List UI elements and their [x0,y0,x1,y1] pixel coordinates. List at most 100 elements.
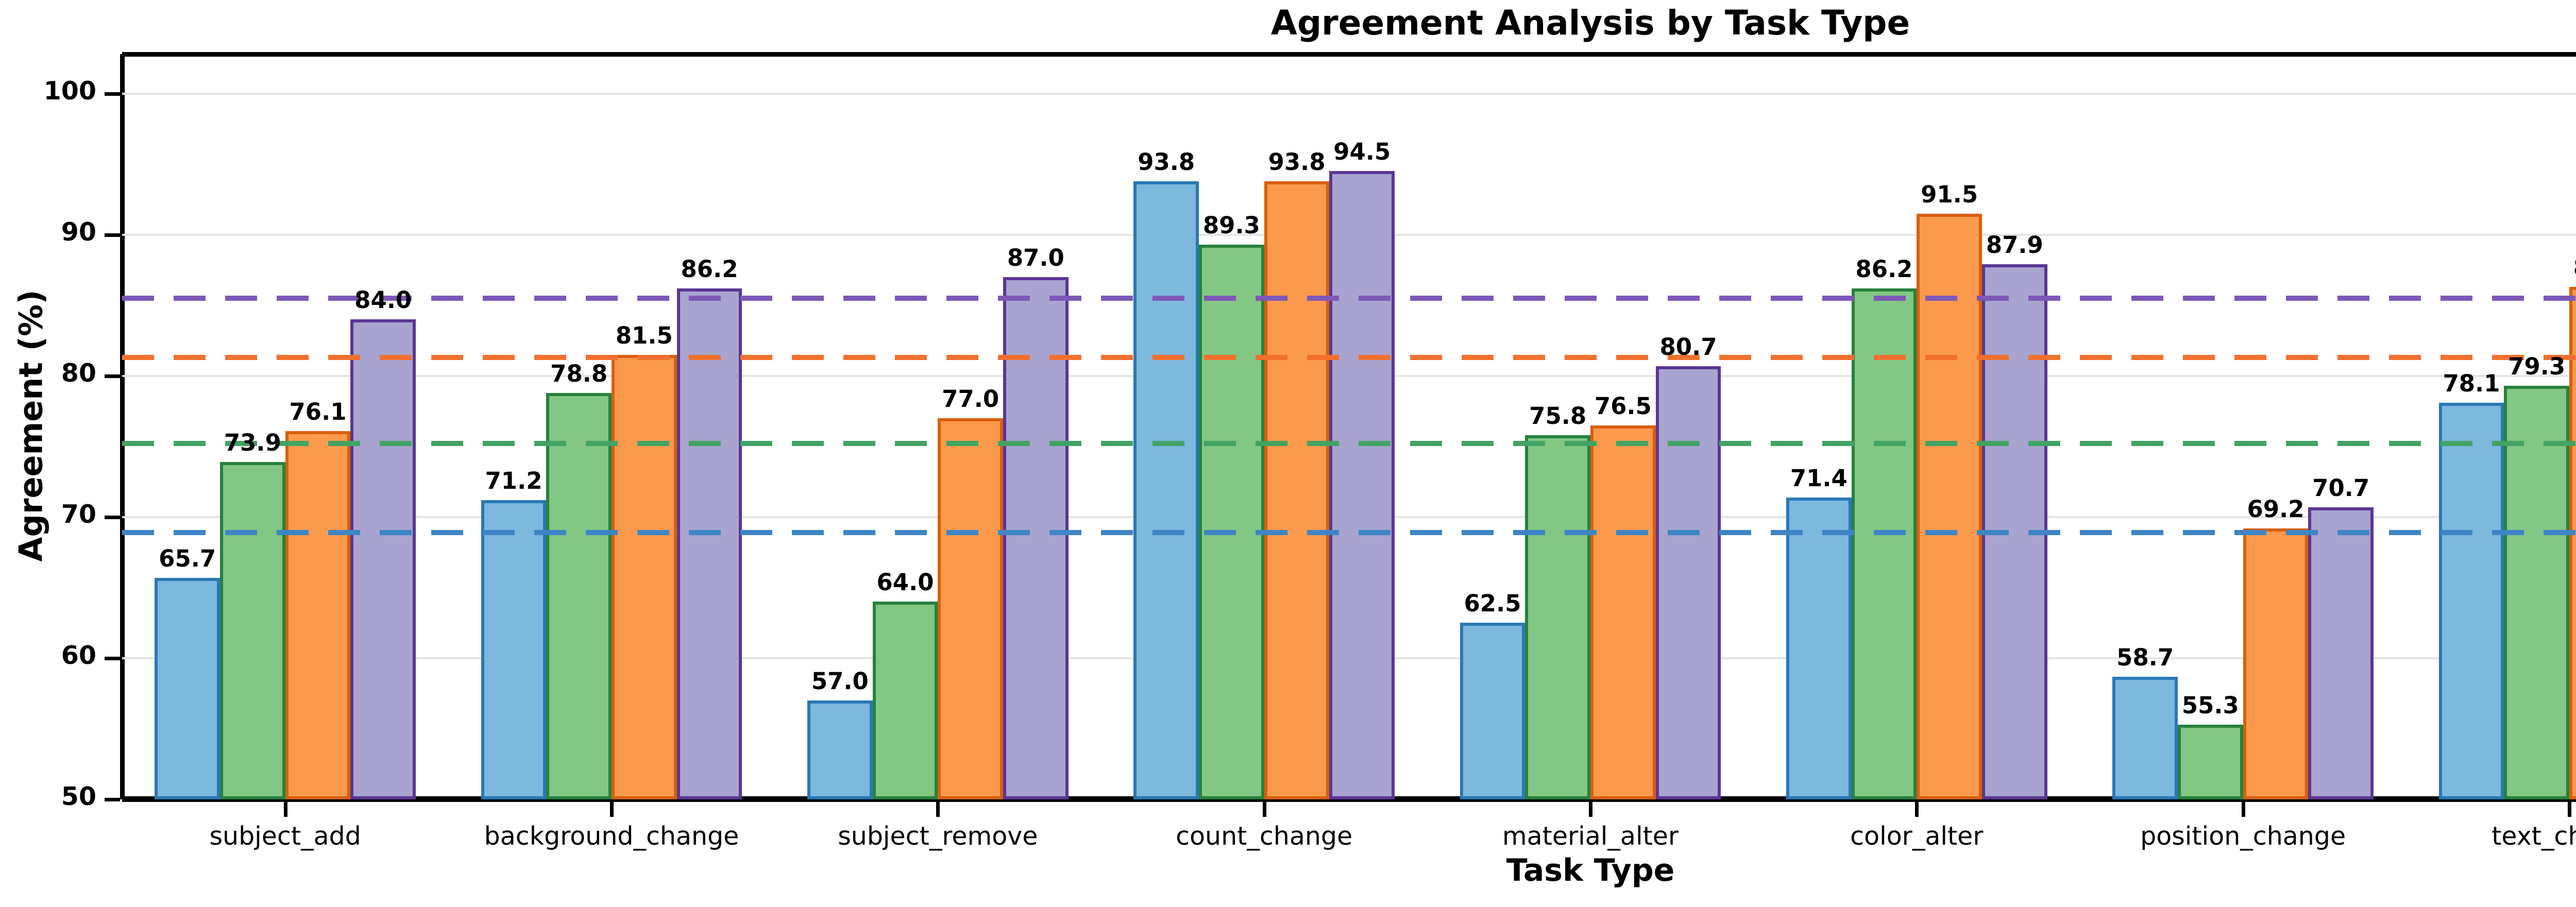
gridline [122,92,2576,95]
bar [1133,181,1199,799]
bar-value-label: 58.7 [2116,643,2174,671]
bar-value-label: 89.3 [1202,211,1260,239]
bar [2569,287,2576,799]
x-tick-label: subject_remove [838,822,1038,851]
bar-value-label: 55.3 [2181,691,2239,719]
bar-value-label: 57.0 [811,668,869,695]
x-tick-mark [936,801,940,817]
bar-value-label: 91.5 [1921,180,1978,208]
bar-value-label: 62.5 [1464,590,1521,618]
bar [1264,181,1330,799]
x-tick-label: position_change [2140,822,2346,851]
bar-value-label: 87.9 [1986,231,2043,259]
y-tick-mark [105,656,120,660]
bar [2243,528,2309,799]
x-tick-label: count_change [1176,822,1353,851]
x-tick-label: background_change [484,822,739,851]
x-tick-mark [1589,801,1592,817]
bar [220,462,285,799]
bar [155,577,220,799]
bar [1851,288,1917,799]
mean-line [122,355,2576,361]
bar [2504,386,2569,799]
bar-value-label: 73.9 [224,429,281,456]
bar [546,392,612,799]
bar-value-label: 76.1 [289,398,347,425]
y-tick-label: 80 [61,358,96,388]
bar-value-label: 81.5 [615,321,673,349]
bar-value-label: 86.3 [2524,254,2576,281]
x-tick-mark [610,801,614,817]
x-tick-mark [2568,801,2571,817]
x-tick-label: subject_add [209,822,361,851]
bar [2178,724,2243,799]
y-tick-label: 90 [61,217,96,247]
bar [1655,366,1721,799]
plot-area: 50 60 70 80 90 100 subject_add 65.7 73.9 76.1 84.0… [44,52,2576,851]
y-tick-mark [105,92,120,96]
bar [2112,676,2178,799]
y-tick-mark [105,515,120,519]
bar-value-label: 77.0 [942,385,999,413]
bar-value-label: 86.2 [681,255,738,283]
bar-value-label: 76.5 [1594,392,1652,420]
bar-value-label: 71.2 [485,467,543,494]
bar [676,288,742,799]
y-axis-label: Agreement (%) [12,289,50,562]
bar-value-label: 86.2 [1855,255,1913,283]
y-tick-label: 60 [61,640,96,670]
bar-value-label: 79.3 [2508,353,2566,381]
y-tick-label: 70 [61,499,96,529]
y-tick-label: 100 [43,76,96,106]
mean-line [122,530,2576,536]
top-spine [122,52,2576,57]
x-tick-label: text_change [2492,822,2576,851]
bar-value-label: 78.1 [2443,369,2500,397]
bar-value-label: 69.2 [2247,495,2304,523]
bar [2308,507,2374,799]
bar [1590,425,1656,799]
bar [1199,244,1264,799]
bar [1329,171,1395,799]
bar-value-label: 65.7 [159,544,216,572]
left-spine [120,54,125,799]
chart-title: Agreement Analysis by Task Type [1270,3,1910,43]
bar [938,418,1003,799]
y-tick-label: 50 [61,782,96,811]
bar [807,700,873,799]
bar [612,354,677,799]
bar-value-label: 93.8 [1138,148,1195,176]
bar [481,500,547,799]
y-tick-mark [105,798,120,801]
bar-value-label: 84.0 [354,286,412,314]
bar-value-label: 94.5 [1333,138,1391,166]
x-tick-label: color_alter [1850,822,1984,851]
x-tick-mark [283,801,287,817]
bar [285,431,351,799]
mean-line [122,296,2576,301]
x-tick-mark [1915,801,1919,817]
bar-value-label: 70.7 [2312,474,2370,502]
bar-value-label: 87.0 [1007,244,1064,271]
bar-value-label: 80.7 [1659,333,1717,361]
bar [1003,277,1069,799]
bar-value-label: 78.8 [550,360,608,387]
bar [350,319,416,799]
x-tick-label: material_alter [1502,822,1679,851]
y-tick-mark [105,374,120,378]
bar [1917,213,1982,799]
y-tick-mark [105,233,120,237]
x-axis-label: Task Type [1506,852,1675,888]
mean-line [122,441,2576,447]
bar-value-label: 64.0 [876,569,934,596]
x-tick-mark [2241,801,2245,817]
bar-value-label: 71.4 [1790,464,1848,492]
x-tick-mark [1262,801,1266,817]
bar-value-label: 93.8 [1268,148,1326,176]
bar-value-label: 75.8 [1529,402,1587,430]
bar [1786,497,1852,799]
bar [872,602,938,799]
bar [1525,435,1590,799]
bar [2438,402,2504,799]
